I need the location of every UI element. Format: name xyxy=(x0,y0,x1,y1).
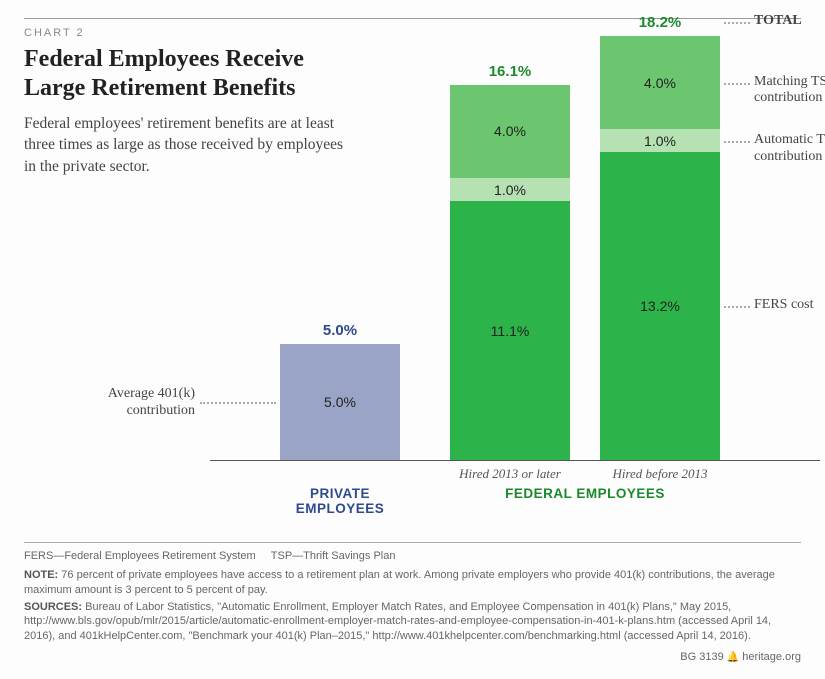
right-annotation-1: Matching TSP contribution xyxy=(754,74,825,108)
bar-fed_2013_or_later-seg-auto_tsp: 1.0% xyxy=(450,178,570,201)
bar-private-seg-private: 5.0% xyxy=(280,344,400,461)
right-annotation-leader-0 xyxy=(724,22,750,24)
bar-fed_before_2013-seg-match_tsp: 4.0% xyxy=(600,36,720,129)
note-body: 76 percent of private employees have acc… xyxy=(24,569,775,596)
sources-text: SOURCES: Bureau of Labor Statistics, "Au… xyxy=(24,600,801,645)
bar-fed_before_2013-seg-fers: 13.2% xyxy=(600,152,720,460)
bar-fed_2013_or_later-xlabel: Hired 2013 or later xyxy=(435,466,585,482)
bar-fed_2013_or_later: 11.1%1.0%4.0% xyxy=(450,85,570,460)
attribution-id: BG 3139 xyxy=(680,651,723,663)
left-annotation-leader xyxy=(200,402,276,404)
right-annotation-leader-3 xyxy=(724,306,750,308)
bar-fed_before_2013-xlabel: Hired before 2013 xyxy=(585,466,735,482)
bar-fed_2013_or_later-seg-fers: 11.1% xyxy=(450,201,570,460)
bar-private-total-label: 5.0% xyxy=(280,322,400,339)
right-annotation-leader-1 xyxy=(724,83,750,85)
note-text: NOTE: 76 percent of private employees ha… xyxy=(24,568,801,598)
bar-fed_before_2013-seg-auto_tsp: 1.0% xyxy=(600,129,720,152)
right-annotation-2: Automatic TSP contribution xyxy=(754,132,825,166)
bell-icon: 🔔 xyxy=(727,652,739,663)
bar-fed_before_2013: 13.2%1.0%4.0% xyxy=(600,36,720,460)
bar-private: 5.0% xyxy=(280,344,400,461)
category-label-private: PRIVATE EMPLOYEES xyxy=(280,486,400,516)
attribution: BG 3139 🔔 heritage.org xyxy=(24,650,801,665)
right-annotation-leader-2 xyxy=(724,141,750,143)
chart-footer: FERS—Federal Employees Retirement System… xyxy=(24,542,801,665)
right-annotation-0: TOTAL xyxy=(754,13,825,30)
chart-baseline xyxy=(210,460,820,461)
sources-label: SOURCES: xyxy=(24,601,82,613)
left-annotation: Average 401(k) contribution xyxy=(45,386,195,420)
bar-fed_before_2013-total-label: 18.2% xyxy=(600,14,720,31)
bar-fed_2013_or_later-total-label: 16.1% xyxy=(450,63,570,80)
bar-fed_2013_or_later-seg-match_tsp: 4.0% xyxy=(450,85,570,178)
category-label-federal: FEDERAL EMPLOYEES xyxy=(445,486,725,501)
note-label: NOTE: xyxy=(24,569,58,581)
attribution-site: heritage.org xyxy=(742,651,801,663)
sources-body: Bureau of Labor Statistics, "Automatic E… xyxy=(24,601,771,643)
glossary-text: FERS—Federal Employees Retirement System… xyxy=(24,549,801,564)
right-annotation-3: FERS cost xyxy=(754,297,825,314)
chart-area: 5.0%5.0%11.1%1.0%4.0%16.1%Hired 2013 or … xyxy=(200,20,820,510)
